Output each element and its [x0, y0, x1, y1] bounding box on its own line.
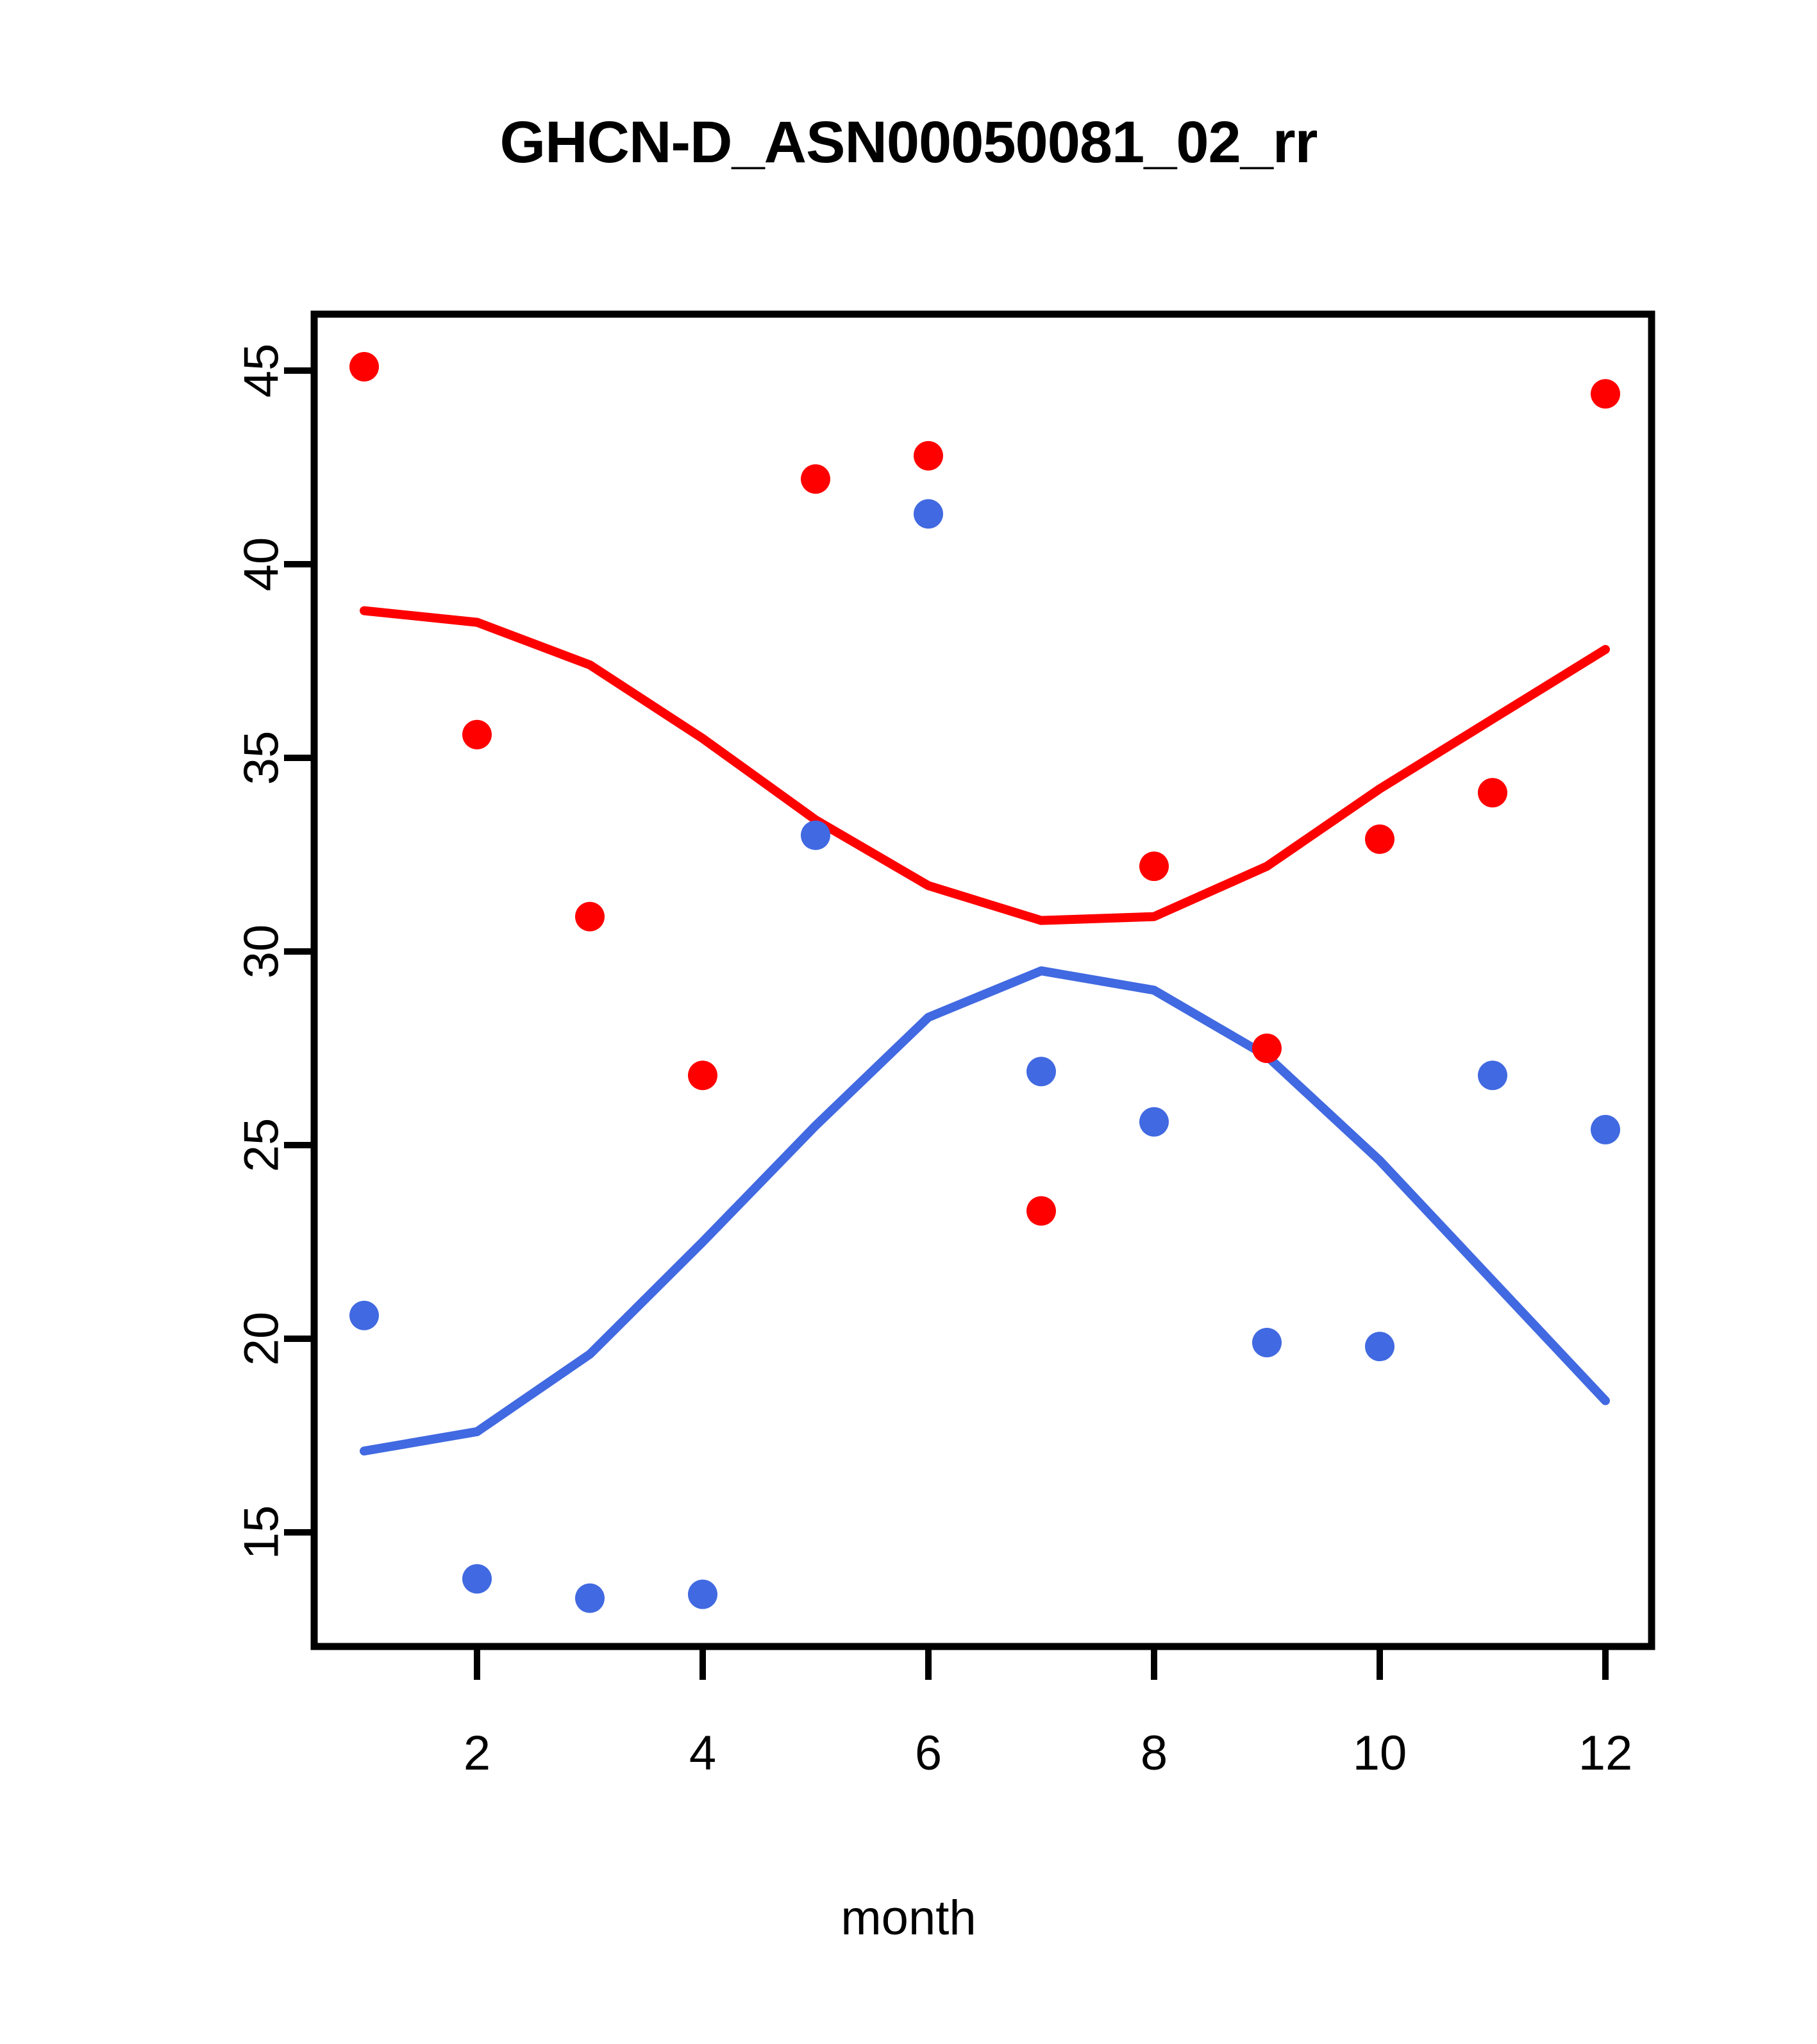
red-points-marker	[688, 1060, 717, 1091]
x-tick-label: 10	[1353, 1726, 1407, 1780]
blue-points-marker	[1139, 1107, 1169, 1137]
y-axis-tick-labels: 45 40 35 30 25 20 15	[235, 344, 289, 1560]
y-tick-label: 35	[235, 731, 289, 785]
x-tick-label: 6	[915, 1726, 942, 1780]
red-points-marker	[1478, 778, 1507, 808]
y-tick-label: 20	[235, 1312, 289, 1366]
x-axis-ticks	[474, 1646, 1609, 1680]
blue-points-marker	[575, 1583, 605, 1613]
y-tick-label: 15	[235, 1505, 289, 1560]
y-tick-label: 25	[235, 1118, 289, 1173]
blue-trend-line	[360, 966, 1610, 1456]
trend-lines-group	[360, 606, 1610, 1456]
red-points-marker	[1365, 824, 1394, 854]
red-points-marker	[1139, 851, 1169, 882]
blue-points-marker	[914, 499, 943, 529]
page-title: GHCN-D_ASN00050081_02_rr	[499, 110, 1318, 175]
blue-points-marker	[1478, 1060, 1507, 1091]
x-tick-label: 2	[464, 1726, 490, 1780]
blue-points-marker	[1365, 1332, 1394, 1362]
blue-points-marker	[801, 820, 830, 850]
x-tick-label: 4	[689, 1726, 716, 1780]
y-tick-label: 30	[235, 925, 289, 979]
x-axis-tick-labels: 2 4 6 8 10 12	[464, 1726, 1632, 1780]
red-points-marker	[1252, 1034, 1282, 1063]
red-points-marker	[349, 351, 379, 381]
blue-points-marker	[688, 1579, 717, 1609]
red-trend-line	[360, 606, 1610, 925]
red-points-marker	[801, 464, 830, 494]
red-points-marker	[914, 440, 943, 471]
red-points-marker	[575, 901, 605, 932]
x-tick-label: 12	[1578, 1726, 1633, 1780]
red-points-marker	[1591, 379, 1620, 409]
x-tick-label: 8	[1141, 1726, 1168, 1780]
blue-points-marker	[1252, 1328, 1282, 1358]
blue-points-marker	[1026, 1057, 1056, 1087]
data-points-group	[349, 351, 1620, 1613]
x-axis-label: month	[841, 1891, 976, 1945]
y-tick-label: 45	[235, 344, 289, 398]
red-points-marker	[462, 719, 492, 750]
red-points-marker	[1026, 1196, 1056, 1226]
blue-points-marker	[349, 1300, 379, 1330]
plot-frame	[310, 310, 1655, 1650]
blue-points-marker	[462, 1564, 492, 1594]
blue-points-marker	[1591, 1114, 1620, 1144]
y-axis-ticks	[284, 367, 314, 1536]
y-tick-label: 40	[235, 537, 289, 592]
